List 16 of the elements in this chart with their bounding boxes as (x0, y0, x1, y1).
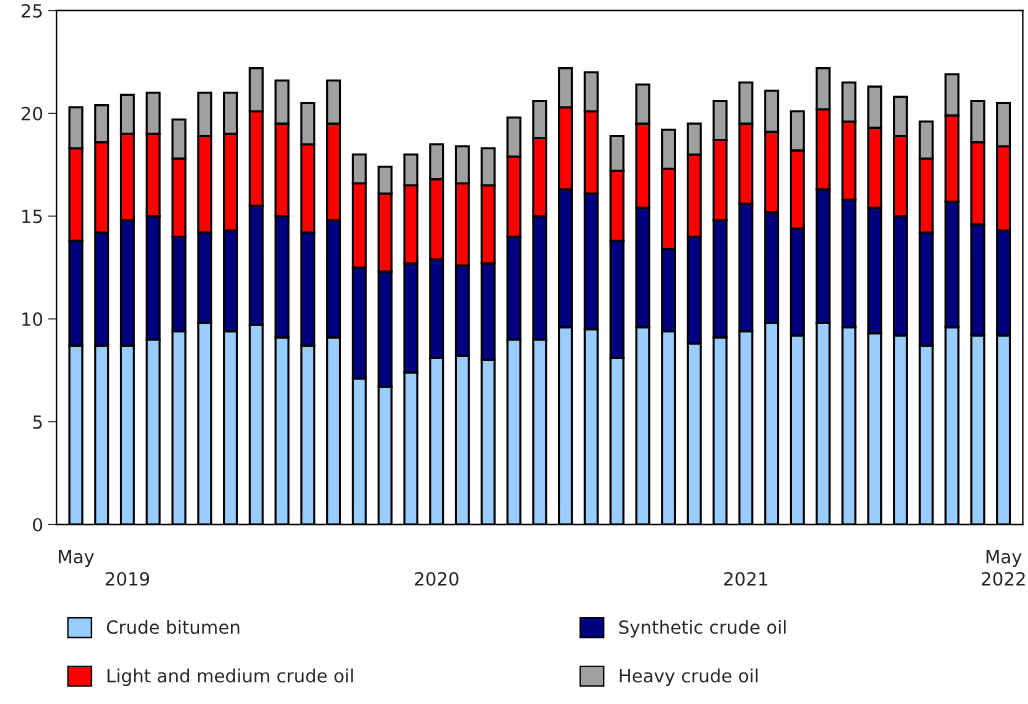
y-tick-label: 0 (33, 517, 43, 532)
legend-label: Light and medium crude oil (107, 668, 353, 687)
y-tick-label: 15 (22, 209, 42, 224)
text: 2019 (105, 572, 150, 586)
text: 2021 (724, 572, 768, 586)
x-tick-label: May (986, 550, 1022, 567)
y-tick-label: 5 (33, 415, 42, 429)
legend-label: Synthetic crude oil (619, 619, 786, 638)
y-tick-label: 10 (22, 312, 43, 327)
y-tick-label: 25 (21, 4, 42, 18)
legend-label: Crude bitumen (106, 619, 240, 634)
legend-label: Heavy crude oil (619, 668, 758, 687)
x-tick-label: May (58, 550, 94, 567)
text: 2022 (981, 572, 1025, 586)
text: 2020 (414, 572, 459, 586)
y-tick-label: 20 (21, 106, 43, 121)
